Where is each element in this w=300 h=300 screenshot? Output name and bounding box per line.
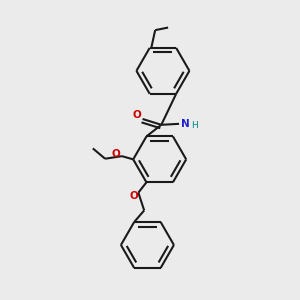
Text: H: H: [191, 121, 198, 130]
Text: O: O: [129, 191, 138, 201]
Text: O: O: [112, 149, 121, 159]
Text: N: N: [181, 118, 189, 128]
Text: O: O: [132, 110, 141, 120]
